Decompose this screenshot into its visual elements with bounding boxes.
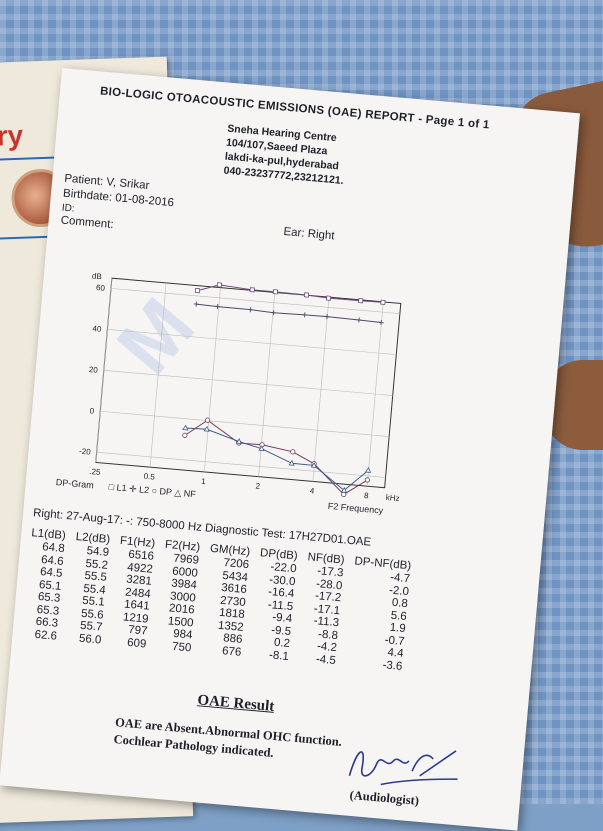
legend-l1-marker: □ <box>108 481 115 493</box>
point-dp <box>290 449 296 455</box>
point-nf <box>364 466 372 473</box>
y-tick-label: 0 <box>89 406 95 415</box>
x-unit-label: kHz <box>385 493 400 503</box>
x-tick-label: 4 <box>309 486 315 495</box>
comment: Comment: <box>60 214 115 232</box>
table-cell: 750 <box>171 640 192 654</box>
birthdate: Birthdate: 01-08-2016 <box>62 187 175 210</box>
x-tick-label: 1 <box>201 477 207 486</box>
point-l1 <box>249 287 255 293</box>
table-cell: 609 <box>126 636 147 651</box>
point-nf <box>235 438 242 445</box>
point-l2 <box>247 307 254 313</box>
oae-values-table: L1(dB) L2(dB) F1(Hz) F2(Hz) GM(Hz) DP(dB) NF(d… <box>22 527 422 674</box>
legend-dp-marker: ○ <box>151 485 158 496</box>
result-heading: OAE Result <box>196 692 275 715</box>
table-cell: 56.0 <box>78 632 102 647</box>
gridline-y <box>110 288 400 314</box>
gridline-x <box>312 297 330 482</box>
point-l1 <box>326 295 332 301</box>
point-l1 <box>358 298 364 304</box>
x-tick-label: .25 <box>89 467 101 477</box>
y-tick-label: 60 <box>96 283 106 293</box>
booklet-heading: try <box>0 119 24 152</box>
y-tick-label: 40 <box>92 324 102 334</box>
x-tick-label: 2 <box>255 481 261 490</box>
legend-l1: L1 <box>116 482 128 494</box>
point-l2 <box>214 304 221 310</box>
point-dp <box>341 491 347 498</box>
point-nf <box>340 486 347 493</box>
table-cell: 62.6 <box>34 628 58 643</box>
y-tick-label: -20 <box>79 447 92 457</box>
dp-gram-chart: 60 40 20 0 -20 dB .25 0.5 1 2 4 8 kHz <box>53 265 432 526</box>
point-l2 <box>271 310 277 316</box>
dp-gram-svg: 60 40 20 0 -20 dB .25 0.5 1 2 4 8 kHz <box>79 271 402 503</box>
point-nf <box>182 424 189 431</box>
point-dp <box>364 477 371 483</box>
legend-nf: NF <box>183 488 197 500</box>
point-l2 <box>302 312 308 318</box>
point-dp <box>204 417 211 423</box>
signature-stroke <box>348 750 458 786</box>
point-l1 <box>194 287 201 294</box>
chart-title: DP-Gram <box>55 477 95 491</box>
patient-id: ID: <box>61 202 76 215</box>
legend-dp: DP <box>159 486 173 498</box>
point-nf <box>203 425 210 432</box>
series-line-dp <box>184 419 368 496</box>
point-nf <box>310 462 317 468</box>
gridline-x <box>204 287 221 472</box>
gridline-x <box>149 282 167 468</box>
point-nf <box>258 445 265 452</box>
handwritten-signature <box>348 750 458 786</box>
ear-side: Ear: Right <box>283 225 336 243</box>
gridline-y <box>103 369 393 396</box>
point-l1 <box>272 289 279 295</box>
gridline-y <box>100 410 390 437</box>
point-dp <box>182 432 188 438</box>
point-l2 <box>356 317 362 323</box>
point-l2 <box>193 301 199 307</box>
point-l1 <box>216 282 223 288</box>
y-tick-label: 20 <box>89 365 99 375</box>
point-l2 <box>378 320 384 326</box>
x-tick-label: 8 <box>364 491 370 500</box>
legend-l2: L2 <box>138 484 150 496</box>
point-l1 <box>303 292 310 298</box>
series-line-l2 <box>196 303 382 324</box>
gridline-x <box>95 278 113 463</box>
series-line-nf <box>185 427 369 492</box>
legend-l2-marker: ✛ <box>128 483 138 495</box>
y-axis-label: dB <box>92 271 103 281</box>
legend-nf-marker: △ <box>173 487 182 498</box>
point-l1 <box>380 299 386 305</box>
point-l2 <box>324 314 330 320</box>
x-tick-label: 0.5 <box>143 472 155 482</box>
gridline-y <box>107 329 397 355</box>
point-nf <box>288 459 295 466</box>
gridline-x <box>366 301 384 487</box>
oae-report-page: M BIO-LOGIC OTOACOUSTIC EMISSIONS (OAE) … <box>0 68 581 831</box>
series-line-l1 <box>197 284 383 303</box>
gridline-y <box>96 451 386 478</box>
